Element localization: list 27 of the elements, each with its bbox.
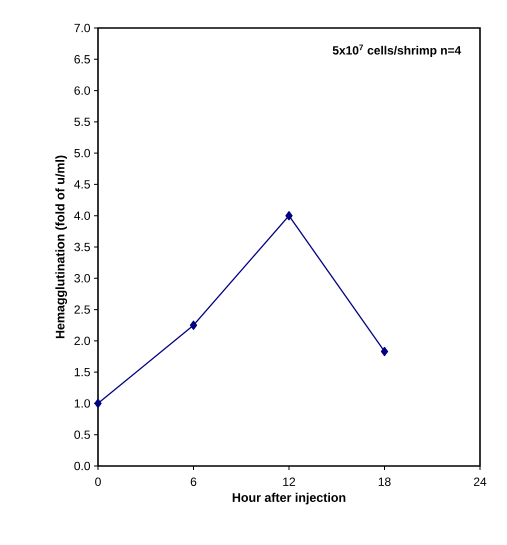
y-tick-label: 6.0 [74,86,90,95]
y-tick-label: 0.0 [74,462,90,470]
point [94,398,102,408]
x-tick-label: 0 [95,478,101,486]
point [190,320,198,330]
x-axis-title: Hour after injection [232,492,346,504]
x-tick-label: 6 [190,478,196,486]
y-tick-label: 6.5 [74,55,90,64]
y-tick-label: 2.0 [74,336,90,346]
y-tick-label: 3.0 [74,274,90,283]
y-tick-label: 1.0 [74,399,90,408]
y-axis-title: Hemagglutination (fold of u/ml) [55,156,68,338]
y-tick-label: 5.5 [74,118,90,126]
y-tick-label: 3.5 [74,242,90,252]
y-tick-label: 1.5 [74,368,90,376]
x-tick-label: 24 [474,478,486,486]
x-tick-label: 12 [283,478,296,486]
y-tick-label: 2.5 [74,305,90,314]
x-tick-label: 18 [378,478,391,486]
annotation: 5x10$^{7}$ cells/shrimp n=4 [332,44,462,57]
y-tick-label: 5.0 [74,148,90,158]
y-tick-label: 4.0 [74,211,90,220]
y-tick-label: 4.5 [74,180,90,189]
point [380,346,388,356]
y-tick-label: 7.0 [74,24,90,32]
y-tick-label: 0.5 [74,430,90,439]
point [285,211,293,220]
